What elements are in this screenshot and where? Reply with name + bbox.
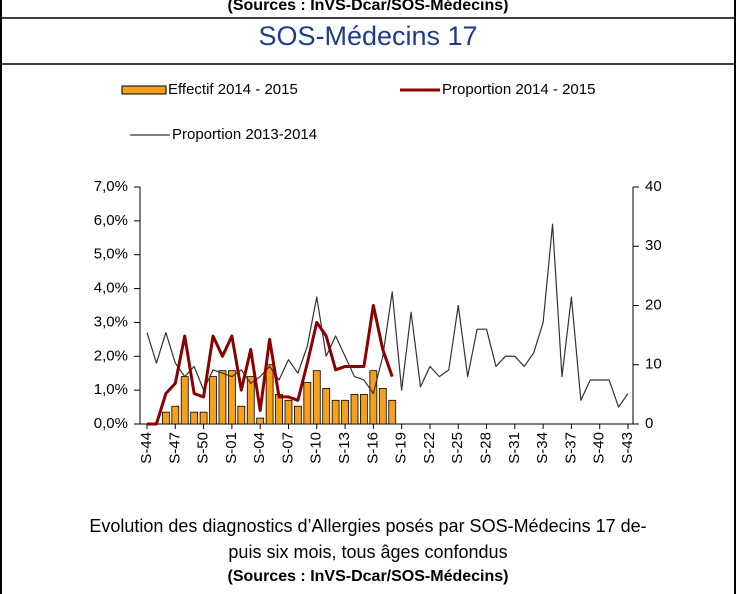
x-tick-label: S-50 bbox=[195, 432, 212, 464]
x-tick-label: S-37 bbox=[562, 432, 579, 464]
bar bbox=[388, 399, 397, 425]
bar bbox=[378, 388, 387, 425]
chart-title: SOS-Médecins 17 bbox=[258, 21, 477, 51]
y2-tick-label: 10 bbox=[645, 356, 662, 373]
bar bbox=[190, 411, 199, 425]
bar bbox=[218, 370, 227, 425]
top-source: (Sources : InVS-Dcar/SOS-Médecins) bbox=[228, 0, 509, 14]
bar bbox=[360, 393, 368, 425]
y-tick-label: 1,0% bbox=[94, 381, 128, 398]
bar bbox=[180, 376, 189, 425]
bar bbox=[265, 364, 274, 425]
x-tick-label: S-04 bbox=[251, 432, 268, 464]
y2-tick-label: 30 bbox=[645, 237, 662, 254]
legend-label: Proportion 2014 - 2015 bbox=[442, 81, 595, 98]
bar bbox=[294, 405, 302, 425]
y2-tick-label: 20 bbox=[645, 296, 662, 313]
y-tick-label: 0,0% bbox=[94, 415, 128, 432]
y-tick-label: 4,0% bbox=[94, 280, 128, 297]
x-tick-label: S-34 bbox=[534, 432, 551, 464]
caption-source: (Sources : InVS-Dcar/SOS-Médecins) bbox=[228, 568, 509, 585]
y-tick-label: 3,0% bbox=[94, 313, 128, 330]
x-tick-label: S-22 bbox=[421, 432, 438, 464]
x-tick-label: S-31 bbox=[506, 432, 523, 464]
bar bbox=[284, 399, 293, 425]
bar bbox=[237, 405, 246, 425]
x-tick-label: S-13 bbox=[336, 432, 353, 464]
bar bbox=[246, 376, 255, 425]
bar bbox=[227, 370, 236, 425]
x-tick-label: S-28 bbox=[477, 432, 494, 464]
legend-label: Effectif 2014 - 2015 bbox=[168, 81, 298, 98]
bar bbox=[331, 399, 340, 425]
x-tick-label: S-25 bbox=[449, 432, 466, 464]
x-tick-label: S-43 bbox=[619, 432, 636, 464]
x-tick-label: S-40 bbox=[591, 432, 608, 464]
x-tick-label: S-10 bbox=[308, 432, 325, 464]
x-tick-label: S-16 bbox=[364, 432, 381, 464]
caption-line: Evolution des diagnostics d’Allergies po… bbox=[89, 516, 646, 536]
line bbox=[146, 223, 629, 408]
x-tick-label: S-44 bbox=[138, 432, 155, 464]
y-tick-label: 2,0% bbox=[94, 347, 128, 364]
y2-tick-label: 0 bbox=[645, 415, 653, 432]
line bbox=[147, 304, 394, 426]
x-tick-label: S-19 bbox=[393, 432, 410, 464]
x-tick-label: S-47 bbox=[166, 432, 183, 464]
bar bbox=[322, 388, 331, 425]
y-tick-label: 5,0% bbox=[94, 246, 128, 263]
legend-label: Proportion 2013-2014 bbox=[172, 126, 317, 143]
legend-swatch bbox=[121, 85, 167, 95]
bar bbox=[350, 393, 359, 425]
bar bbox=[369, 370, 378, 425]
y-tick-label: 7,0% bbox=[94, 178, 128, 195]
bar bbox=[312, 370, 321, 425]
bar bbox=[209, 376, 217, 425]
y-tick-label: 6,0% bbox=[94, 212, 128, 229]
bar bbox=[199, 411, 208, 425]
x-tick-label: S-01 bbox=[223, 432, 240, 464]
bar bbox=[341, 399, 349, 425]
y2-tick-label: 40 bbox=[645, 178, 662, 195]
bar bbox=[256, 417, 265, 425]
x-tick-label: S-07 bbox=[279, 432, 296, 464]
bar bbox=[171, 405, 180, 425]
bar bbox=[161, 411, 170, 425]
bar bbox=[303, 382, 312, 425]
bar bbox=[275, 393, 283, 425]
caption-line: puis six mois, tous âges confondus bbox=[228, 542, 507, 562]
